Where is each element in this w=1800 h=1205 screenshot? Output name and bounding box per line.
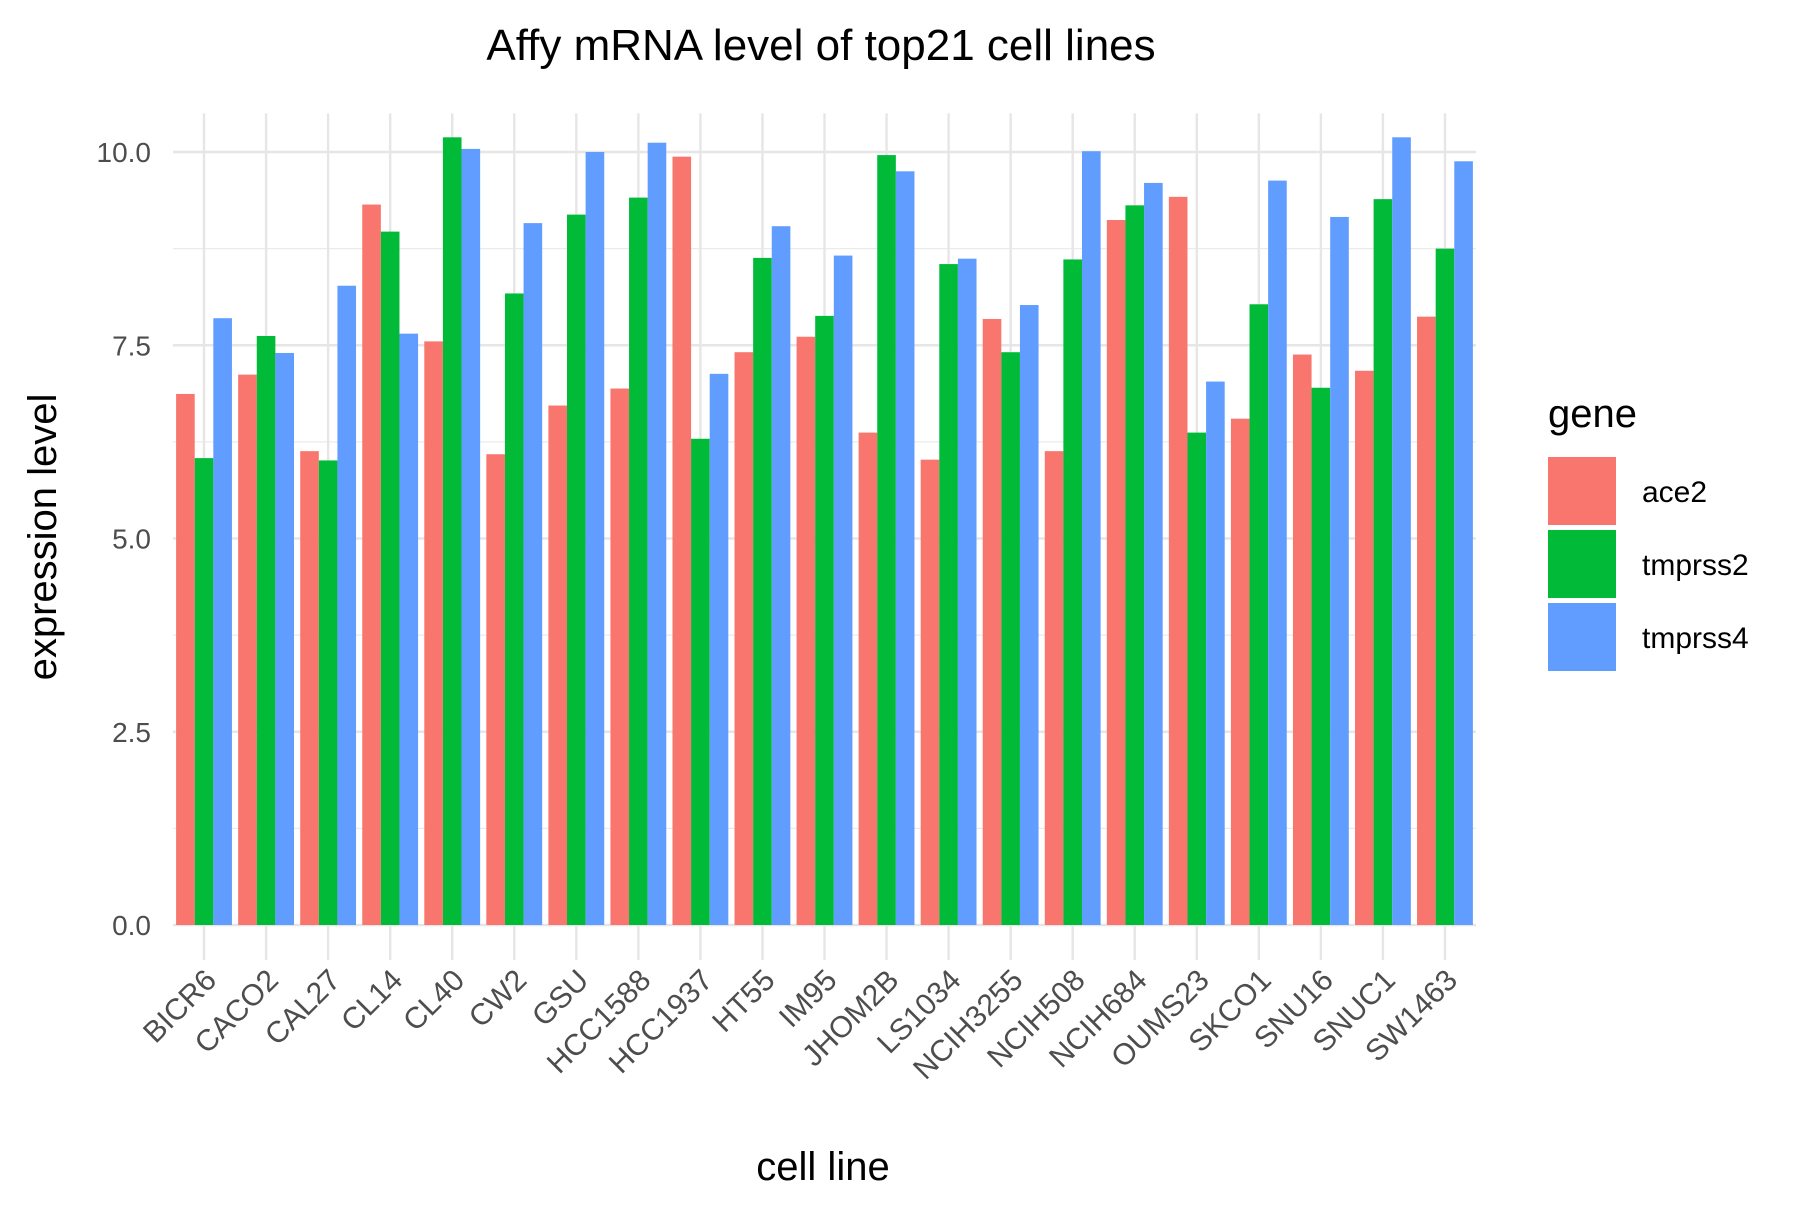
bar-tmprss4-caco2: [275, 352, 294, 926]
bar-tmprss4-ncih684: [1144, 182, 1163, 926]
bar-ace2-skco1: [1230, 418, 1250, 925]
bar-ace2-ncih3255: [982, 318, 1002, 926]
bar-tmprss4-hcc1937: [709, 373, 729, 926]
y-tick-label: 5.0: [112, 524, 151, 555]
y-axis-title: expression level: [21, 394, 65, 681]
bar-ace2-cl40: [424, 341, 443, 925]
bar-tmprss2-oums23: [1187, 432, 1207, 925]
legend-key-tmprss2: [1548, 530, 1616, 598]
bar-tmprss4-ls1034: [957, 258, 977, 925]
bar-tmprss2-sw1463: [1435, 248, 1455, 926]
legend-title: gene: [1548, 392, 1637, 436]
legend-key-tmprss4: [1548, 603, 1616, 671]
bar-tmprss2-snuc1: [1373, 199, 1393, 925]
y-tick-label: 2.5: [112, 717, 151, 748]
bar-ace2-snuc1: [1355, 370, 1374, 925]
bar-tmprss4-ncih508: [1082, 151, 1101, 926]
bar-ace2-caco2: [238, 374, 257, 925]
bar-tmprss2-caco2: [256, 335, 276, 926]
bar-ace2-ncih508: [1044, 451, 1064, 925]
bar-tmprss2-ht55: [753, 257, 772, 925]
bar-ace2-jhom2b: [858, 432, 878, 925]
y-tick-label: 10.0: [97, 137, 152, 168]
bar-tmprss2-snu16: [1311, 387, 1331, 925]
bar-ace2-hcc1588: [610, 388, 630, 925]
bar-tmprss2-skco1: [1249, 304, 1269, 925]
bar-ace2-ncih684: [1106, 220, 1126, 925]
bar-tmprss4-sw1463: [1454, 161, 1473, 925]
bar-tmprss4-snuc1: [1392, 137, 1411, 925]
bar-tmprss4-gsu: [585, 152, 605, 925]
bar-tmprss2-ncih3255: [1001, 352, 1020, 926]
bar-tmprss2-cw2: [504, 293, 524, 926]
bar-ace2-ls1034: [920, 459, 940, 925]
bar-tmprss4-cl40: [461, 148, 481, 925]
bar-ace2-oums23: [1168, 196, 1188, 925]
bar-ace2-im95: [796, 336, 816, 925]
bar-tmprss2-hcc1937: [691, 438, 710, 925]
bar-tmprss4-skco1: [1268, 180, 1287, 926]
bar-tmprss2-cl40: [442, 137, 462, 925]
bar-ace2-snu16: [1292, 354, 1312, 925]
bar-tmprss2-bicr6: [194, 458, 214, 925]
bar-tmprss4-im95: [833, 255, 853, 925]
bar-ace2-hcc1937: [672, 156, 692, 925]
y-tick-label: 7.5: [112, 330, 151, 361]
legend-label-ace2: ace2: [1642, 476, 1707, 509]
legend: gene ace2 tmprss2 tmprss4: [1548, 392, 1749, 671]
bar-tmprss4-ncih3255: [1019, 305, 1039, 925]
bar-ace2-cl14: [362, 204, 381, 925]
bar-ace2-sw1463: [1417, 316, 1436, 925]
y-tick-label: 0.0: [112, 910, 151, 941]
chart-title: Affy mRNA level of top21 cell lines: [486, 21, 1155, 70]
bar-tmprss4-jhom2b: [895, 171, 915, 925]
bar-tmprss4-cw2: [523, 223, 543, 925]
legend-key-ace2: [1548, 457, 1616, 525]
bars-layer: [176, 137, 1473, 926]
bar-tmprss2-cal27: [318, 460, 338, 925]
bar-tmprss4-oums23: [1206, 381, 1225, 926]
bar-tmprss4-hcc1588: [647, 142, 667, 926]
x-axis-title: cell line: [756, 1145, 889, 1189]
bar-tmprss4-snu16: [1330, 216, 1349, 925]
bar-tmprss2-ncih508: [1063, 259, 1082, 925]
bar-ace2-gsu: [548, 405, 567, 925]
y-axis-tick-labels: 0.0 2.5 5.0 7.5 10.0: [97, 137, 152, 941]
bar-ace2-cal27: [300, 451, 319, 925]
bar-ace2-cw2: [486, 454, 505, 925]
bar-tmprss2-ncih684: [1125, 205, 1145, 926]
legend-label-tmprss4: tmprss4: [1642, 622, 1749, 655]
bar-tmprss4-ht55: [771, 226, 791, 925]
bar-tmprss4-cal27: [337, 285, 357, 926]
legend-label-tmprss2: tmprss2: [1642, 549, 1749, 582]
bar-tmprss4-bicr6: [213, 318, 232, 925]
bar-tmprss4-cl14: [399, 333, 419, 925]
bar-tmprss2-ls1034: [939, 264, 958, 926]
bar-tmprss2-jhom2b: [877, 155, 896, 926]
bar-tmprss2-im95: [815, 315, 834, 925]
bar-tmprss2-hcc1588: [629, 197, 648, 926]
bar-tmprss2-gsu: [567, 214, 586, 926]
bar-tmprss2-cl14: [380, 231, 400, 925]
bar-ace2-ht55: [734, 352, 754, 926]
bar-ace2-bicr6: [176, 393, 195, 925]
legend-items: ace2 tmprss2 tmprss4: [1548, 457, 1749, 671]
